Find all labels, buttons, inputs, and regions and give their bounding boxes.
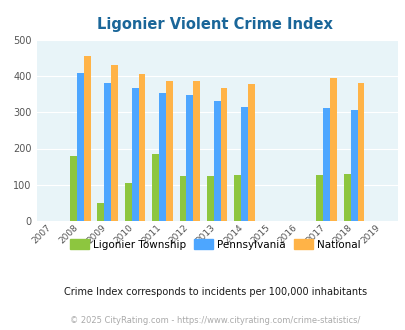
Bar bbox=[322, 108, 329, 221]
Bar bbox=[111, 65, 118, 221]
Bar bbox=[104, 83, 111, 221]
Bar bbox=[350, 110, 357, 221]
Bar bbox=[329, 78, 336, 221]
Bar bbox=[138, 74, 145, 221]
Text: Ligonier Violent Crime Index: Ligonier Violent Crime Index bbox=[97, 17, 332, 32]
Bar bbox=[83, 56, 90, 221]
Bar bbox=[77, 73, 83, 221]
Bar bbox=[213, 101, 220, 221]
Bar bbox=[241, 107, 247, 221]
Bar bbox=[97, 203, 104, 221]
Bar bbox=[166, 81, 172, 221]
Bar bbox=[343, 174, 350, 221]
Bar bbox=[220, 87, 227, 221]
Bar bbox=[247, 84, 254, 221]
Bar bbox=[131, 88, 138, 221]
Text: © 2025 CityRating.com - https://www.cityrating.com/crime-statistics/: © 2025 CityRating.com - https://www.city… bbox=[70, 315, 360, 325]
Bar bbox=[179, 176, 186, 221]
Text: Crime Index corresponds to incidents per 100,000 inhabitants: Crime Index corresponds to incidents per… bbox=[64, 287, 366, 297]
Bar bbox=[234, 175, 241, 221]
Bar bbox=[124, 183, 131, 221]
Bar bbox=[315, 175, 322, 221]
Bar bbox=[186, 95, 193, 221]
Bar bbox=[193, 81, 200, 221]
Bar bbox=[357, 83, 363, 221]
Bar bbox=[159, 93, 166, 221]
Legend: Ligonier Township, Pennsylvania, National: Ligonier Township, Pennsylvania, Nationa… bbox=[66, 235, 364, 254]
Bar bbox=[152, 154, 159, 221]
Bar bbox=[207, 176, 213, 221]
Bar bbox=[70, 156, 77, 221]
